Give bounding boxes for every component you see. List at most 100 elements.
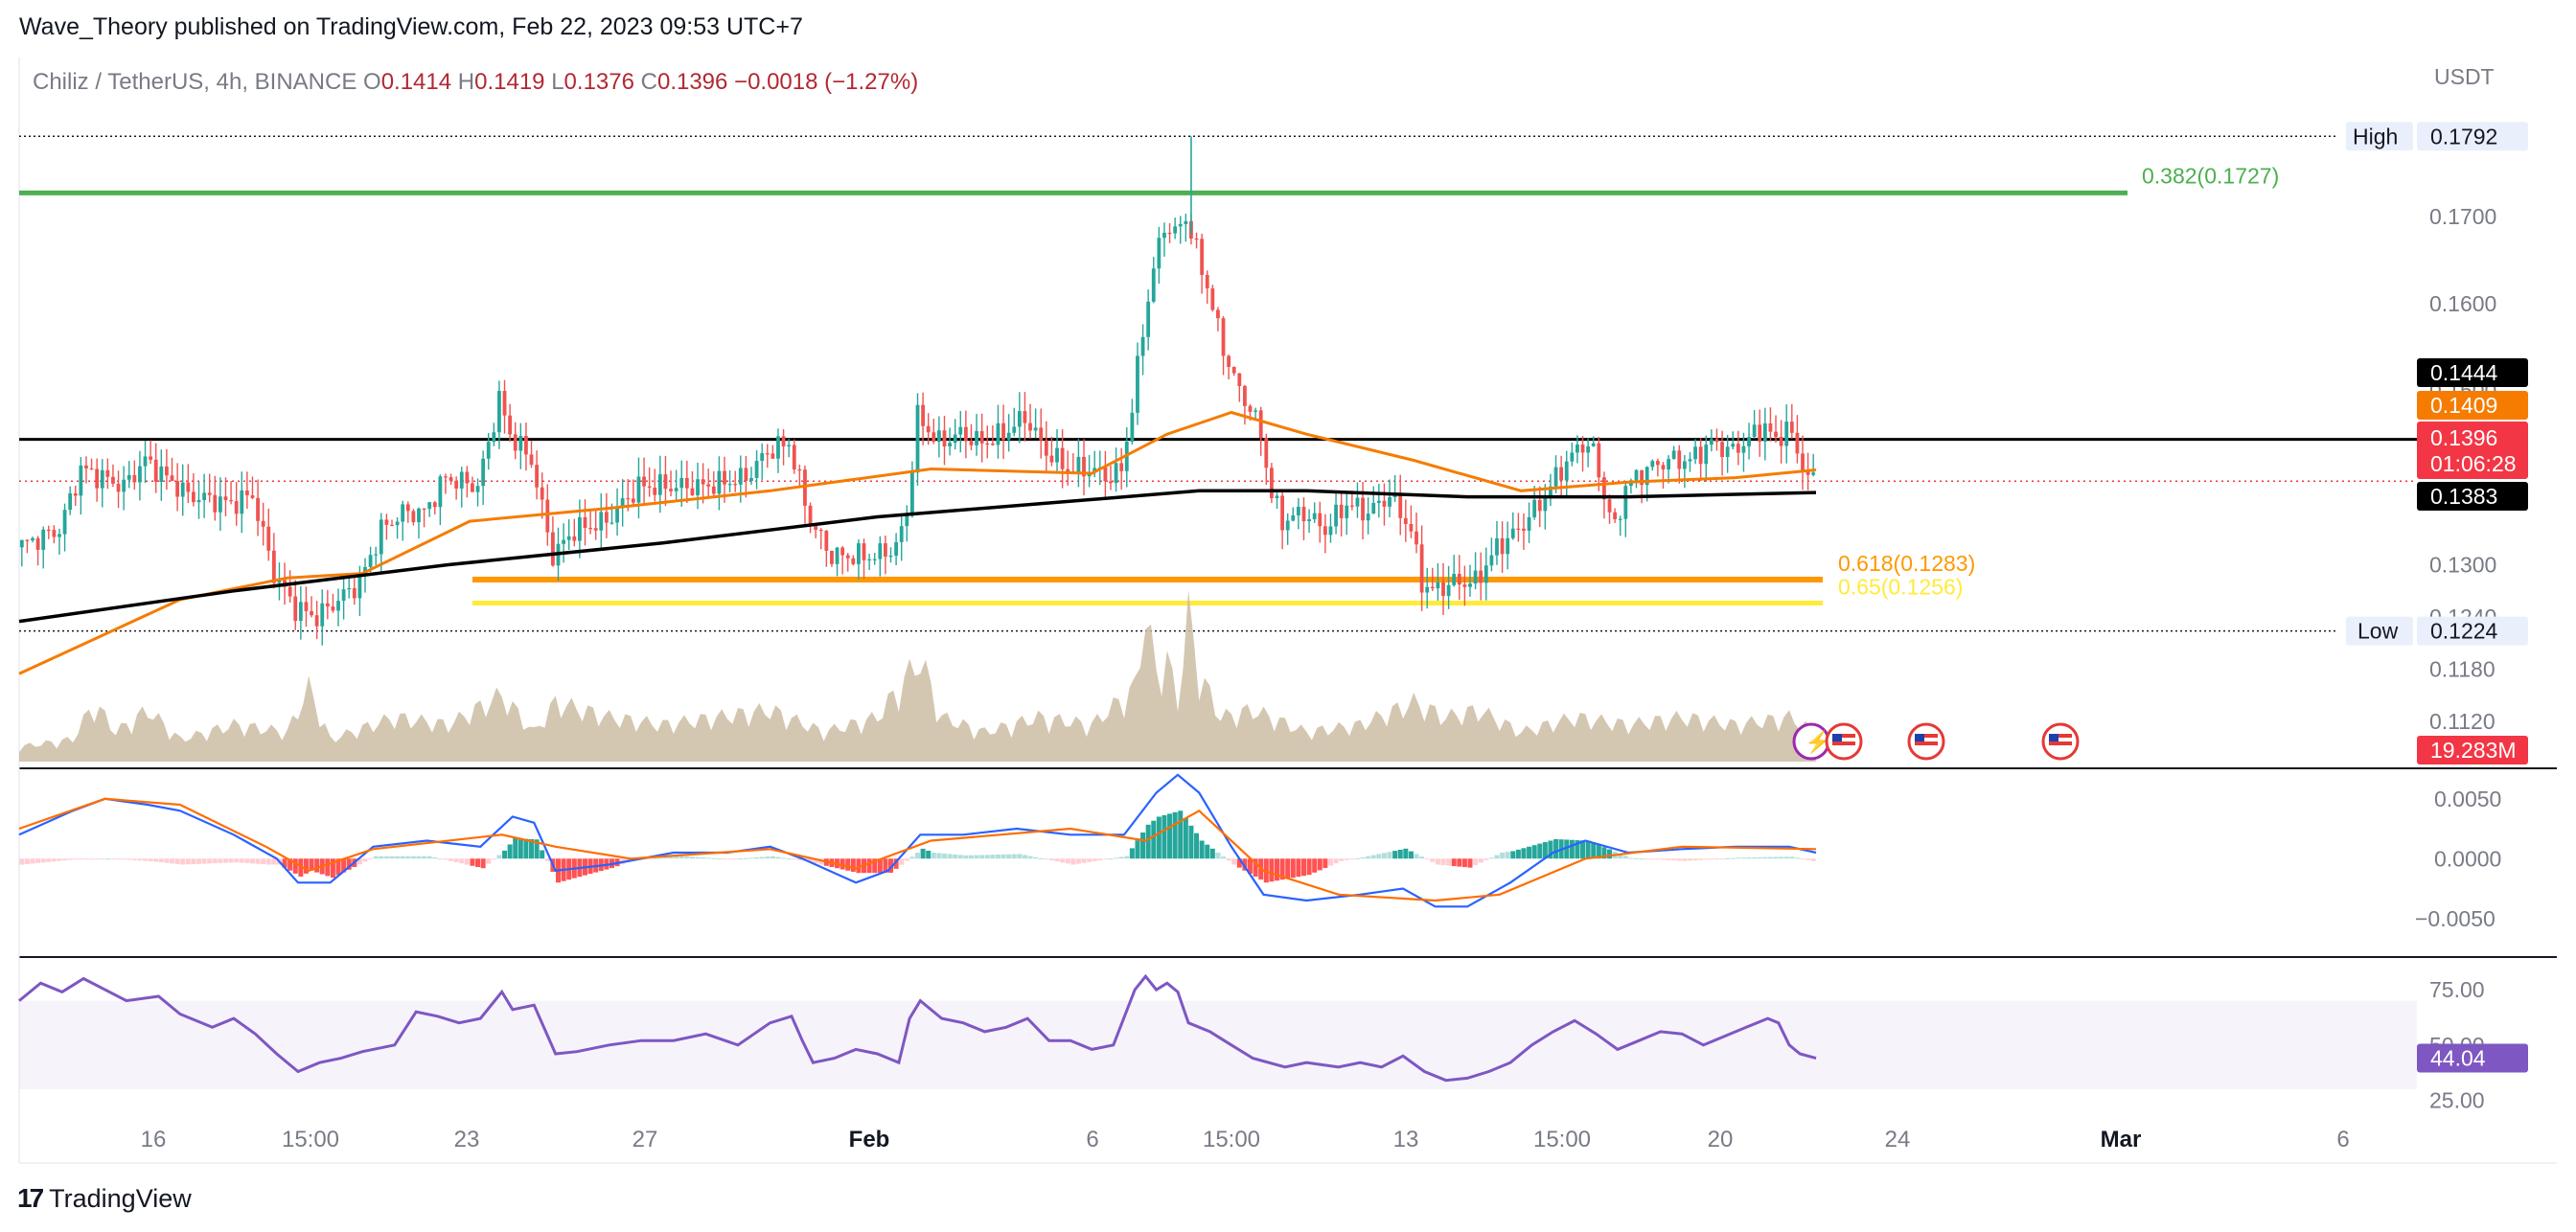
candle-body	[593, 528, 598, 531]
high-value: 0.1419	[474, 69, 551, 95]
candle-body	[1640, 469, 1644, 486]
macd-histogram-bar	[1300, 858, 1306, 877]
macd-histogram-bar	[1124, 856, 1130, 859]
candle-body	[143, 456, 148, 467]
candle-body	[1167, 232, 1172, 235]
open-value: 0.1414	[381, 69, 458, 95]
candle-body	[277, 580, 282, 583]
candle-body	[1795, 432, 1800, 454]
candle-body	[915, 404, 920, 473]
macd-histogram-bar	[1527, 846, 1532, 859]
macd-histogram-bar	[1221, 856, 1227, 859]
candle-body	[1349, 505, 1354, 507]
candle-body	[411, 511, 416, 523]
candle-body	[395, 521, 400, 526]
candle-body	[1714, 439, 1719, 443]
macd-histogram-bar	[448, 858, 454, 861]
macd-histogram-bar	[1736, 857, 1741, 859]
macd-histogram-bar	[1205, 844, 1210, 859]
macd-histogram-bar	[540, 850, 545, 859]
candle-body	[304, 602, 309, 611]
candle-body	[878, 543, 883, 559]
macd-histogram-bar	[426, 856, 432, 859]
macd-histogram-bar	[850, 858, 856, 872]
candle-body	[153, 459, 158, 482]
ema-slow-value-tag-bg	[2417, 482, 2528, 511]
candle-body	[368, 555, 373, 567]
candle-body	[1103, 467, 1108, 482]
candle-body	[851, 558, 856, 564]
time-axis-label: 6	[1086, 1127, 1098, 1152]
candle-body	[1178, 223, 1183, 227]
macd-histogram-bar	[909, 856, 915, 859]
candle-body	[765, 453, 770, 455]
fib-0382-label: 0.382(0.1727)	[2142, 163, 2279, 188]
candle-body	[1553, 467, 1558, 487]
macd-histogram-bar	[271, 858, 277, 865]
macd-histogram-bar	[1740, 857, 1746, 859]
candle-body	[690, 488, 695, 496]
macd-histogram-bar	[1810, 858, 1816, 861]
candle-body	[89, 468, 94, 470]
macd-histogram-bar	[1231, 858, 1237, 865]
candle-body	[438, 476, 443, 508]
candle-body	[1328, 526, 1333, 536]
macd-line	[18, 773, 1817, 908]
candle-body	[1688, 459, 1692, 462]
candle-body	[1570, 452, 1575, 462]
candle-body	[1468, 583, 1472, 587]
macd-histogram-bar	[1639, 858, 1644, 860]
candle-body	[932, 432, 936, 442]
candle-body	[256, 497, 260, 521]
macd-histogram-bar	[1236, 858, 1242, 868]
macd-histogram-bar	[1644, 858, 1650, 860]
flag-canton	[2049, 734, 2058, 741]
macd-histogram-bar	[288, 858, 293, 871]
macd-histogram-bar	[1140, 833, 1146, 859]
candle-body	[524, 435, 528, 455]
macd-histogram-bar	[1360, 856, 1366, 859]
candle-body	[936, 430, 941, 442]
high-label: H	[458, 69, 474, 95]
macd-histogram-bar	[1162, 814, 1167, 859]
macd-histogram-bar	[432, 857, 438, 859]
candle-body	[1484, 565, 1488, 583]
macd-histogram-bar	[990, 855, 996, 859]
candle-body	[19, 539, 24, 548]
candle-body	[459, 471, 464, 489]
candle-body	[1322, 526, 1327, 536]
macd-histogram-bar	[1473, 858, 1479, 866]
macd-histogram-bar	[373, 856, 379, 859]
tradingview-logo[interactable]: 17 TradingView	[17, 1183, 192, 1214]
macd-histogram-bar	[1279, 858, 1285, 880]
candle-body	[711, 486, 716, 494]
macd-histogram-bar	[1676, 858, 1682, 861]
macd-histogram-bar	[1655, 858, 1661, 860]
macd-histogram-bar	[953, 854, 958, 859]
macd-histogram-bar	[534, 839, 540, 859]
macd-histogram-bar	[78, 858, 83, 860]
candle-body	[444, 476, 448, 478]
macd-histogram-bar	[1618, 854, 1623, 859]
macd-histogram-bar	[1349, 858, 1355, 860]
candle-body	[754, 461, 759, 478]
candle-body	[1130, 412, 1135, 443]
macd-histogram-bar	[249, 858, 255, 864]
macd-histogram-bar	[1564, 839, 1570, 859]
macd-histogram-bar	[529, 838, 535, 859]
macd-histogram-bar	[1172, 811, 1178, 859]
macd-histogram-bar	[1038, 857, 1044, 859]
candle-body	[845, 555, 850, 559]
candle-body	[1414, 531, 1418, 545]
candle-body	[46, 529, 51, 532]
candle-body	[626, 498, 631, 500]
candle-body	[996, 422, 1000, 445]
candle-body	[1114, 463, 1118, 484]
macd-histogram-bar	[395, 856, 401, 859]
macd-histogram-bar	[770, 856, 775, 859]
candle-body	[888, 556, 893, 558]
candle-body	[159, 466, 164, 482]
candle-body	[1157, 238, 1162, 269]
candle-body	[824, 531, 829, 551]
